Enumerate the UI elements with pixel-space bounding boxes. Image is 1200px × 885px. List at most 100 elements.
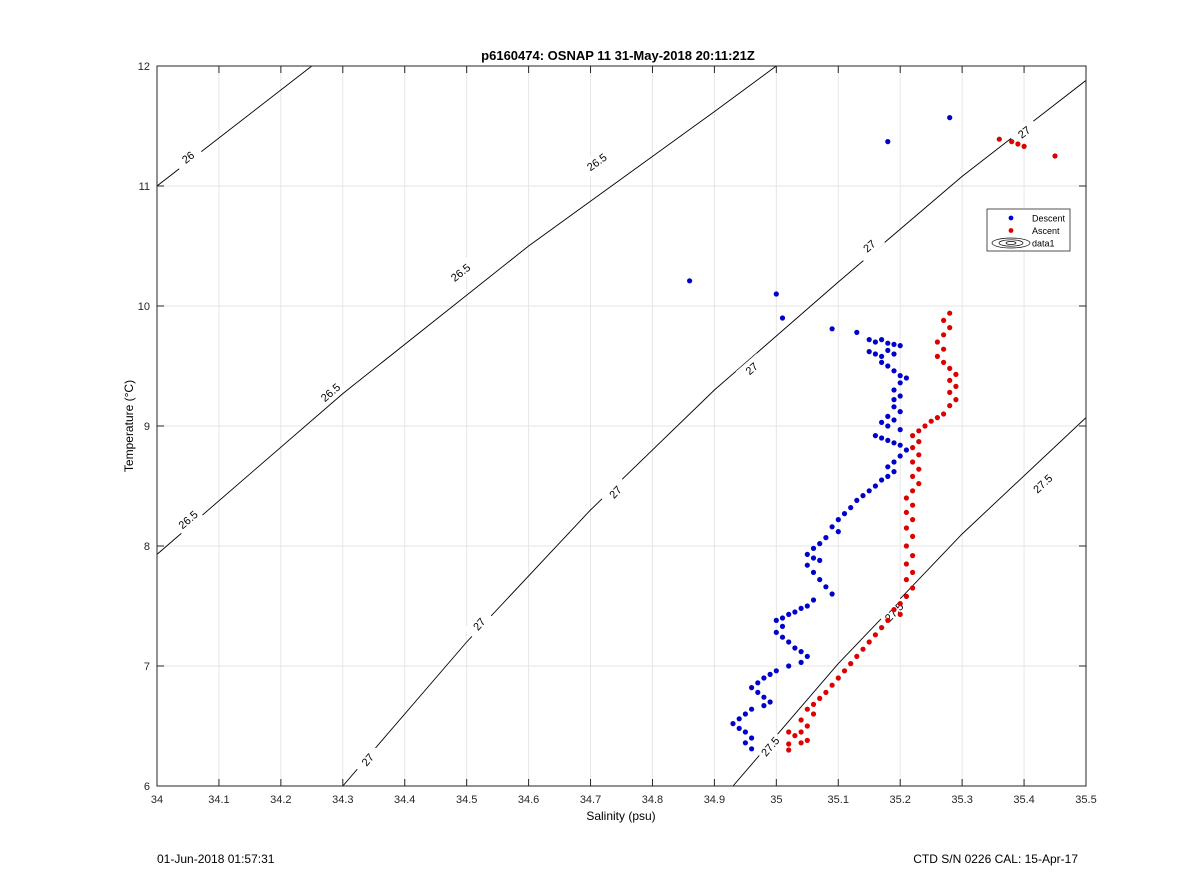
data-point-descent	[773, 617, 779, 624]
data-point-descent	[885, 413, 891, 419]
data-point-ascent	[941, 317, 947, 323]
data-point-ascent	[804, 723, 810, 729]
data-point-descent	[742, 711, 749, 717]
data-point-ascent	[947, 310, 953, 316]
legend-label-descent: Descent	[1032, 214, 1066, 224]
data-point-descent	[891, 440, 897, 446]
data-point-ascent	[786, 741, 792, 747]
data-point-descent	[860, 493, 866, 499]
data-point-descent	[885, 464, 891, 470]
data-point-ascent	[934, 353, 941, 359]
x-tick-label: 34.5	[456, 794, 477, 806]
data-point-ascent	[798, 717, 804, 723]
y-tick-label: 8	[144, 541, 150, 553]
data-point-ascent	[910, 459, 916, 465]
data-point-descent	[885, 139, 891, 145]
data-point-descent	[854, 329, 860, 335]
data-point-descent	[866, 488, 872, 494]
data-point-ascent	[823, 689, 829, 696]
data-point-ascent	[934, 415, 941, 421]
data-point-descent	[779, 615, 786, 621]
data-point-descent	[804, 603, 810, 609]
data-point-ascent	[947, 365, 953, 371]
legend-contour-icon-inner	[998, 239, 1024, 247]
x-axis-label: Salinity (psu)	[586, 809, 655, 823]
y-tick-label: 9	[144, 421, 150, 433]
contour-label-bg	[172, 142, 204, 173]
data-point-ascent	[891, 607, 897, 613]
data-point-descent	[755, 689, 761, 696]
data-point-ascent	[941, 359, 947, 365]
x-tick-label: 34.7	[580, 794, 601, 806]
data-point-ascent	[941, 346, 947, 352]
x-tick-label: 34.6	[518, 794, 539, 806]
x-tick-label: 35.3	[951, 794, 972, 806]
data-point-ascent	[916, 466, 922, 472]
grid-lines	[156, 65, 1087, 787]
data-point-descent	[835, 529, 841, 535]
data-point-descent	[829, 524, 835, 530]
x-tick-label: 34.4	[394, 794, 415, 806]
data-point-ascent	[848, 661, 854, 667]
legend-marker-ascent	[1008, 228, 1014, 233]
data-point-descent	[903, 375, 910, 381]
data-point-descent	[749, 746, 755, 752]
data-point-ascent	[872, 632, 879, 638]
data-point-descent	[891, 404, 897, 410]
data-point-descent	[891, 397, 897, 403]
data-point-descent	[879, 435, 885, 441]
x-tick-label: 34	[151, 794, 163, 806]
data-point-ascent	[798, 729, 804, 735]
data-point-descent	[792, 609, 798, 615]
legend-contour-icon-core	[1005, 241, 1017, 245]
data-point-descent	[897, 373, 903, 379]
data-point-ascent	[953, 371, 959, 377]
data-point-descent	[879, 353, 885, 359]
data-point-ascent	[804, 706, 810, 712]
contour-label-bg	[444, 257, 477, 288]
data-point-descent	[804, 562, 810, 568]
data-point-ascent	[910, 517, 916, 523]
data-point-descent	[810, 545, 817, 552]
data-point-descent	[792, 645, 798, 651]
data-point-ascent	[910, 473, 916, 479]
data-point-descent	[773, 291, 779, 297]
contour-label-bg	[314, 377, 347, 408]
data-point-descent	[779, 623, 786, 630]
data-point-descent	[897, 442, 903, 448]
footer-timestamp: 01-Jun-2018 01:57:31	[157, 852, 275, 866]
data-point-ascent	[1015, 141, 1021, 147]
data-point-ascent	[792, 733, 798, 739]
data-point-ascent	[786, 747, 792, 753]
data-point-descent	[891, 387, 897, 393]
x-tick-label: 34.9	[704, 794, 725, 806]
data-point-ascent	[903, 577, 910, 583]
data-point-descent	[798, 659, 804, 666]
data-point-ascent	[817, 695, 823, 702]
data-point-ascent	[934, 339, 941, 345]
data-point-descent	[804, 653, 810, 660]
data-point-descent	[891, 459, 897, 465]
contour-label-bg	[599, 476, 631, 508]
series-ascent	[786, 136, 1058, 753]
data-point-descent	[866, 337, 872, 343]
data-point-ascent	[860, 646, 866, 652]
data-point-descent	[897, 343, 903, 349]
data-point-descent	[773, 629, 779, 636]
data-point-descent	[798, 605, 804, 612]
data-point-ascent	[996, 136, 1002, 142]
data-point-ascent	[910, 585, 916, 591]
data-point-ascent	[1021, 143, 1027, 149]
contour-label-bg	[1008, 117, 1041, 147]
data-point-ascent	[810, 711, 817, 717]
data-point-descent	[823, 584, 829, 590]
data-point-descent	[891, 469, 897, 475]
series-descent	[687, 115, 953, 752]
data-point-descent	[742, 740, 749, 746]
data-point-descent	[749, 706, 755, 712]
data-point-ascent	[910, 433, 916, 439]
data-point-descent	[891, 417, 897, 423]
data-point-descent	[810, 569, 817, 576]
x-tick-label: 35.5	[1075, 794, 1096, 806]
